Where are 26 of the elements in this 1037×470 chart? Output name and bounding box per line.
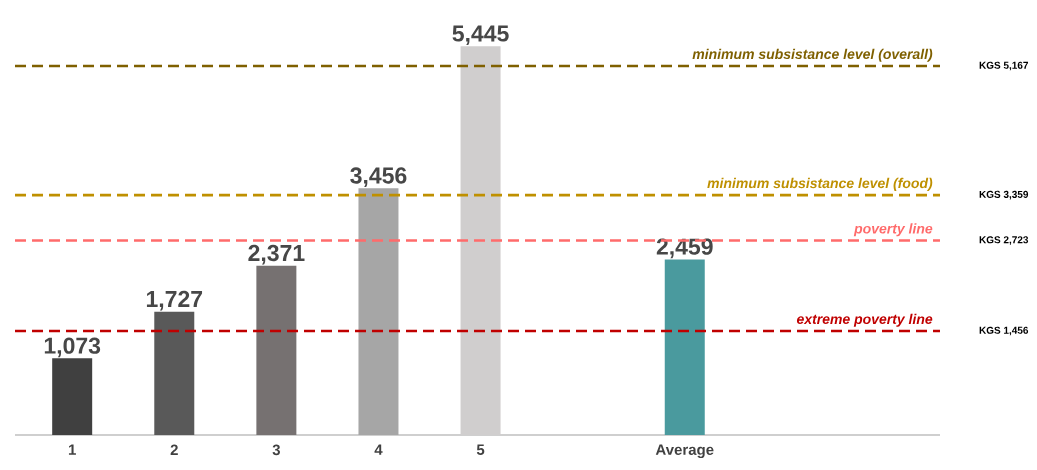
ref-line-label: minimum subsistance level (food) — [707, 177, 933, 191]
bar — [256, 265, 297, 435]
data-label: 2,371 — [248, 244, 305, 265]
text: KGS 1,456 — [979, 326, 1029, 336]
x-tick-label: 2 — [170, 444, 178, 455]
data-label: 5,445 — [452, 25, 509, 45]
x-tick-label: 3 — [272, 444, 280, 456]
x-tick-label: 1 — [68, 444, 76, 455]
data-label: 1,727 — [146, 290, 203, 311]
data-label: 1,073 — [44, 337, 101, 358]
bar — [154, 311, 195, 435]
data-label: 3,456 — [350, 167, 407, 187]
bar — [664, 259, 705, 435]
x-tick-label: 4 — [374, 444, 383, 455]
text: KGS 3,359 — [979, 190, 1029, 200]
data-label: 2,459 — [656, 238, 713, 259]
text: KGS 2,723 — [979, 236, 1029, 245]
x-tick-label: Average — [655, 444, 714, 459]
bar — [460, 46, 501, 435]
ref-line-label: poverty line — [853, 223, 933, 237]
ref-line-label: minimum subsistance level (overall) — [692, 48, 933, 62]
bar — [358, 188, 399, 435]
text: KGS 5,167 — [979, 61, 1029, 71]
x-tick-label: 5 — [476, 444, 485, 455]
ref-line-label: extreme poverty line — [796, 313, 933, 327]
bar — [52, 358, 93, 435]
